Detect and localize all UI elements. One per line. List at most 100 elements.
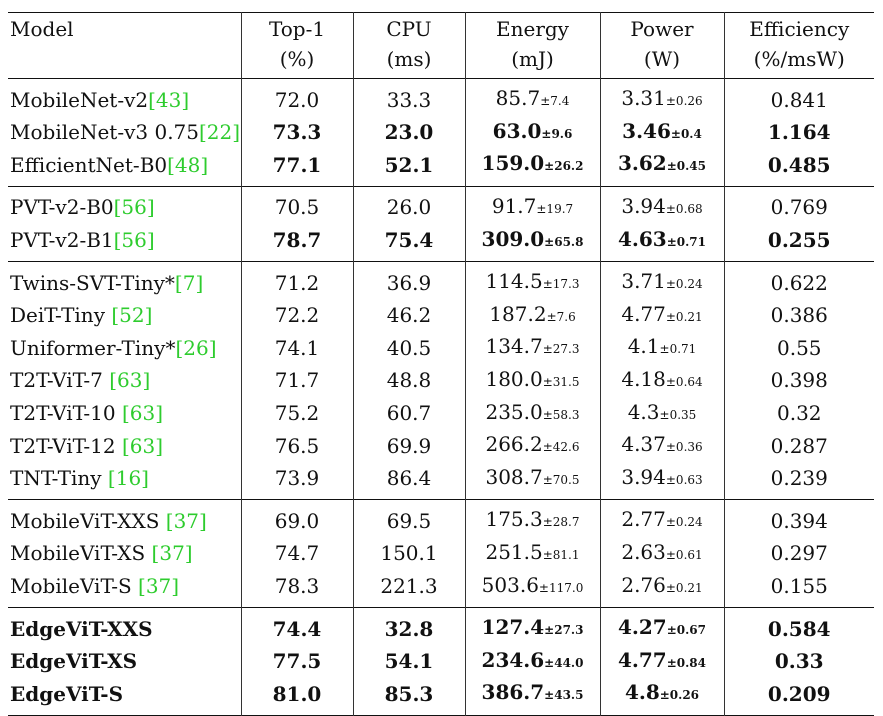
cell-energy: 175.3±28.7 [465,499,601,538]
cell-power: 3.94±0.68 [600,186,725,225]
citation-link[interactable]: [52] [111,303,153,328]
cell-power-value: 3.71 [621,269,666,294]
cell-top1: 73.3 [241,116,354,150]
cell-cpu: 26.0 [353,186,466,225]
cell-model: Uniformer-Tiny*[26] [8,332,242,365]
table-group: MobileViT-XXS [37] 69.0 69.5 175.3±28.7 2.77… [8,499,874,608]
cell-model: MobileViT-XS [37] [8,537,242,571]
table-row: T2T-ViT-10 [63] 75.2 60.7 235.0±58.3 4.3±0.3… [8,397,874,431]
cell-cpu: 69.5 [353,499,466,538]
cell-energy-std: ±7.4 [540,94,570,109]
cell-power: 4.3±0.35 [600,397,725,431]
cell-power: 4.8±0.26 [600,678,725,716]
header-power-unit: (W) [600,44,725,79]
cell-top1: 78.7 [241,224,354,262]
citation-link[interactable]: [63] [121,401,164,426]
cell-model: DeiT-Tiny [52] [8,299,242,333]
cell-power-std: ±0.26 [665,94,703,109]
citation-link[interactable]: [48] [167,152,209,177]
cell-energy: 309.0±65.8 [465,224,601,262]
citation-link[interactable]: [37] [165,508,207,533]
cell-energy: 251.5±81.1 [465,537,601,571]
citation-link[interactable]: [56] [113,195,155,220]
citation-link[interactable]: [22] [199,120,241,145]
citation-link[interactable]: [37] [138,574,180,598]
cell-cpu: 150.1 [353,537,466,571]
cell-power: 3.62±0.45 [600,149,725,187]
citation-link[interactable]: [63] [109,368,151,393]
cell-cpu: 33.3 [353,78,466,117]
cell-energy-value: 175.3 [485,507,543,532]
cell-energy-std: ±26.2 [544,159,584,174]
cell-top1: 74.1 [241,332,354,365]
cell-energy-std: ±27.3 [544,623,584,638]
cell-power: 4.63±0.71 [600,224,725,262]
cell-model: TNT-Tiny [16] [8,462,242,500]
citation-link[interactable]: [56] [113,228,155,253]
model-name: EfficientNet-B0 [10,152,168,177]
cell-model: T2T-ViT-7 [63] [8,364,242,398]
cell-top1: 76.5 [241,430,354,463]
cell-power-value: 3.94 [621,464,666,489]
citation-link[interactable]: [26] [175,335,217,360]
cell-top1: 77.1 [241,149,354,187]
header-cpu-unit: (ms) [353,44,466,79]
table-row: TNT-Tiny [16] 73.9 86.4 308.7±70.5 3.94±0.63… [8,462,874,500]
citation-link[interactable]: [63] [121,433,164,458]
cell-energy-std: ±65.8 [544,234,584,249]
model-name: MobileNet-v2 [10,87,149,112]
table-row: MobileNet-v3 0.75[22] 73.3 23.0 63.0±9.6 3.4… [8,116,874,150]
cell-model: MobileNet-v2[43] [8,78,242,117]
cell-efficiency: 0.622 [770,270,828,295]
cell-energy-value: 127.4 [481,615,545,640]
header-row-1: Model Top-1 CPU Energy Power Efficiency [8,12,874,45]
cell-model: EdgeViT-XS [8,645,242,679]
cell-efficiency: 0.394 [770,508,828,533]
cell-power-std: ±0.21 [665,309,703,324]
cell-model: Twins-SVT-Tiny*[7] [8,261,242,300]
citation-link[interactable]: [37] [151,541,193,566]
cell-energy-std: ±7.6 [546,309,576,324]
cell-power: 4.77±0.84 [600,645,725,679]
cell-energy-std: ±31.5 [542,374,580,389]
cell-power-value: 2.76 [621,572,666,597]
cell-energy: 180.0±31.5 [465,364,601,398]
cell-power-value: 4.8 [624,680,660,705]
cell-power-value: 4.18 [621,366,666,391]
cell-energy: 127.4±27.3 [465,607,601,646]
cell-model: MobileViT-S [37] [8,570,242,608]
cell-power-std: ±0.24 [665,515,703,530]
cell-energy: 266.2±42.6 [465,430,601,463]
results-table: Model Top-1 CPU Energy Power Efficiency … [8,12,874,716]
cell-cpu: 52.1 [353,149,466,187]
cell-energy: 187.2±7.6 [465,299,601,333]
table-row: T2T-ViT-12 [63] 76.5 69.9 266.2±42.6 4.37±0.… [8,430,874,463]
cell-efficiency: 0.33 [774,649,824,674]
cell-energy-std: ±117.0 [538,580,584,595]
cell-power-value: 4.77 [618,647,667,672]
cell-power-std: ±0.61 [665,547,703,562]
table-row: Uniformer-Tiny*[26] 74.1 40.5 134.7±27.3 4.1… [8,332,874,365]
cell-energy: 308.7±70.5 [465,462,601,500]
table-row: T2T-ViT-7 [63] 71.7 48.8 180.0±31.5 4.18±0.6… [8,364,874,398]
model-name: MobileViT-XXS [10,508,166,533]
table-row: DeiT-Tiny [52] 72.2 46.2 187.2±7.6 4.77±0.21… [8,299,874,333]
model-name: T2T-ViT-7 [10,368,110,393]
cell-power-value: 3.46 [622,118,671,143]
cell-energy-value: 266.2 [485,432,543,457]
citation-link[interactable]: [7] [174,270,204,295]
cell-efficiency: 0.841 [770,87,828,112]
cell-power: 4.1±0.71 [600,332,725,365]
cell-top1: 74.4 [241,607,354,646]
cell-efficiency: 1.164 [767,120,831,145]
cell-energy: 235.0±58.3 [465,397,601,431]
cell-top1: 70.5 [241,186,354,225]
header-top1-unit: (%) [241,44,354,79]
cell-cpu: 221.3 [353,570,466,608]
citation-link[interactable]: [16] [107,466,149,491]
cell-efficiency: 0.769 [770,195,828,220]
model-name: T2T-ViT-10 [10,401,122,426]
cell-model: T2T-ViT-12 [63] [8,430,242,463]
cell-cpu: 40.5 [353,332,466,365]
citation-link[interactable]: [43] [148,87,190,112]
